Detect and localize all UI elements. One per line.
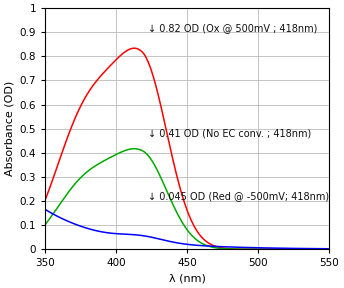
Text: ↓ 0.045 OD (Red @ -500mV; 418nm): ↓ 0.045 OD (Red @ -500mV; 418nm)	[148, 191, 329, 201]
Y-axis label: Absorbance (OD): Absorbance (OD)	[4, 81, 14, 176]
Text: ↓ 0.41 OD (No EC conv. ; 418nm): ↓ 0.41 OD (No EC conv. ; 418nm)	[148, 128, 311, 138]
Text: ↓ 0.82 OD (Ox @ 500mV ; 418nm): ↓ 0.82 OD (Ox @ 500mV ; 418nm)	[148, 24, 317, 33]
X-axis label: λ (nm): λ (nm)	[169, 274, 206, 284]
